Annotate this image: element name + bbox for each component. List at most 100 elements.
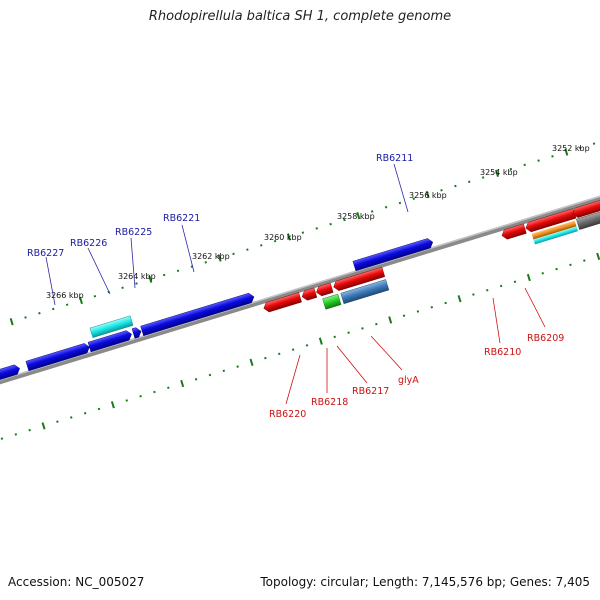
upper-scale-minor-tick bbox=[509, 167, 513, 171]
gene-glya[interactable] bbox=[340, 279, 390, 305]
upper-scale-minor-tick bbox=[65, 303, 69, 306]
lower-scale-minor-tick bbox=[70, 416, 73, 419]
gene-rb6217-small[interactable] bbox=[315, 282, 334, 297]
lower-scale-minor-tick bbox=[472, 293, 475, 296]
label-rb6227[interactable]: RB6227 bbox=[27, 248, 64, 259]
upper-scale-major-tick bbox=[217, 254, 222, 262]
upper-scale-minor-tick bbox=[481, 176, 485, 179]
backbone-highlight bbox=[0, 164, 600, 412]
upper-scale-minor-tick bbox=[343, 218, 346, 222]
gene-forward-2[interactable] bbox=[25, 342, 91, 372]
scale-track-lower bbox=[0, 252, 600, 440]
scale-label-3260: 3260 kbp bbox=[264, 233, 302, 242]
lower-scale-major-tick bbox=[526, 273, 531, 282]
leader-rb6227 bbox=[45, 256, 56, 306]
lower-scale-major-tick bbox=[457, 295, 462, 303]
upper-scale-minor-tick bbox=[592, 142, 596, 145]
upper-scale-minor-tick bbox=[204, 261, 208, 264]
lower-scale-major-tick bbox=[249, 358, 254, 366]
label-rb6221[interactable]: RB6221 bbox=[163, 213, 200, 224]
gene-cyan-2[interactable] bbox=[533, 226, 578, 245]
gene-green[interactable] bbox=[322, 293, 342, 310]
lower-scale-minor-tick bbox=[305, 344, 309, 347]
gene-rb6221[interactable] bbox=[140, 292, 256, 336]
backbone-line bbox=[0, 164, 600, 416]
upper-scale-major-tick bbox=[9, 318, 14, 326]
upper-scale-minor-tick bbox=[440, 189, 443, 192]
label-rb6217[interactable]: RB6217 bbox=[352, 386, 389, 397]
upper-scale-major-tick bbox=[148, 275, 153, 283]
reverse-strand bbox=[262, 193, 600, 313]
gene-rb6211[interactable] bbox=[352, 237, 434, 272]
lower-scale-major-tick bbox=[110, 401, 115, 409]
lower-scale-minor-tick bbox=[347, 331, 350, 334]
label-rb6218[interactable]: RB6218 bbox=[311, 397, 348, 408]
upper-scale-minor-tick bbox=[315, 227, 318, 230]
gene-rb6209[interactable] bbox=[576, 203, 600, 230]
upper-scale-minor-tick bbox=[578, 146, 582, 150]
label-rb6226[interactable]: RB6226 bbox=[70, 238, 107, 249]
scale-label-3254: 3254 kbp bbox=[480, 168, 518, 177]
label-glya[interactable]: glyA bbox=[398, 375, 419, 386]
upper-scale-minor-tick bbox=[246, 248, 249, 251]
leader-rb6217 bbox=[336, 345, 368, 384]
upper-scale-minor-tick bbox=[537, 159, 540, 162]
upper-scale-minor-tick bbox=[384, 205, 388, 209]
upper-scale-minor-tick bbox=[329, 222, 332, 226]
gene-forward-small[interactable] bbox=[131, 326, 143, 339]
forward-strand bbox=[0, 237, 434, 383]
upper-scale-minor-tick bbox=[454, 184, 457, 188]
label-rb6220[interactable]: RB6220 bbox=[269, 409, 306, 420]
upper-scale-minor-tick bbox=[121, 286, 124, 290]
lower-scale-minor-tick bbox=[402, 314, 406, 317]
leader-rb6221 bbox=[181, 224, 195, 273]
gene-rb6217[interactable] bbox=[332, 266, 386, 292]
upper-scale-minor-tick bbox=[135, 282, 138, 285]
scale-label-3258: 3258 kbp bbox=[337, 212, 375, 221]
gene-rb6226[interactable] bbox=[89, 315, 134, 338]
gene-orange[interactable] bbox=[531, 220, 577, 240]
upper-scale-minor-tick bbox=[273, 239, 277, 243]
lower-scale-minor-tick bbox=[153, 390, 156, 394]
genome-title: Rhodopirellula baltica SH 1, complete ge… bbox=[148, 9, 452, 24]
label-rb6225[interactable]: RB6225 bbox=[115, 227, 152, 238]
lower-scale-minor-tick bbox=[83, 411, 87, 415]
lower-scale-minor-tick bbox=[444, 301, 447, 305]
gene-rb6210[interactable] bbox=[524, 208, 577, 233]
lower-scale-major-tick bbox=[318, 337, 323, 345]
lower-scale-minor-tick bbox=[278, 352, 281, 356]
lower-scale-minor-tick bbox=[555, 267, 558, 271]
lower-scale-minor-tick bbox=[125, 399, 128, 402]
upper-scale-major-tick bbox=[287, 233, 291, 241]
label-rb6211[interactable]: RB6211 bbox=[376, 153, 413, 164]
upper-scale-minor-tick bbox=[412, 197, 416, 200]
lower-scale-minor-tick bbox=[541, 272, 544, 275]
lower-scale-minor-tick bbox=[236, 365, 239, 368]
label-rb6210[interactable]: RB6210 bbox=[484, 347, 521, 358]
upper-scale-minor-tick bbox=[93, 295, 97, 298]
reverse-gene-labels: RB6220 RB6218 RB6217 glyA RB6210 RB6209 bbox=[269, 287, 564, 420]
lower-scale-minor-tick bbox=[222, 369, 226, 373]
lower-scale-minor-tick bbox=[583, 259, 586, 262]
gene-rb6218[interactable] bbox=[301, 287, 318, 302]
upper-scale-major-tick bbox=[495, 169, 499, 177]
upper-scale-minor-tick bbox=[260, 244, 263, 247]
lower-scale-minor-tick bbox=[56, 420, 59, 423]
leader-rb6210 bbox=[492, 297, 501, 344]
gene-rb6225[interactable] bbox=[87, 329, 133, 353]
label-rb6209[interactable]: RB6209 bbox=[527, 333, 564, 344]
lower-scale-minor-tick bbox=[430, 305, 434, 309]
upper-scale-minor-tick bbox=[24, 316, 27, 319]
upper-scale-minor-tick bbox=[370, 210, 374, 213]
gene-forward-1[interactable] bbox=[0, 364, 21, 383]
gene-red-3[interactable] bbox=[571, 193, 600, 218]
genome-band bbox=[0, 142, 600, 440]
gene-rb6220[interactable] bbox=[262, 292, 302, 313]
lower-scale-minor-tick bbox=[333, 335, 336, 339]
lower-scale-minor-tick bbox=[0, 437, 4, 440]
upper-scale-minor-tick bbox=[551, 155, 554, 158]
upper-scale-minor-tick bbox=[52, 307, 55, 311]
gene-rb6210-small[interactable] bbox=[500, 223, 527, 241]
leader-rb6211 bbox=[393, 163, 409, 213]
forward-gene-labels: RB6227 RB6226 RB6225 RB6221 RB6211 bbox=[27, 153, 413, 306]
